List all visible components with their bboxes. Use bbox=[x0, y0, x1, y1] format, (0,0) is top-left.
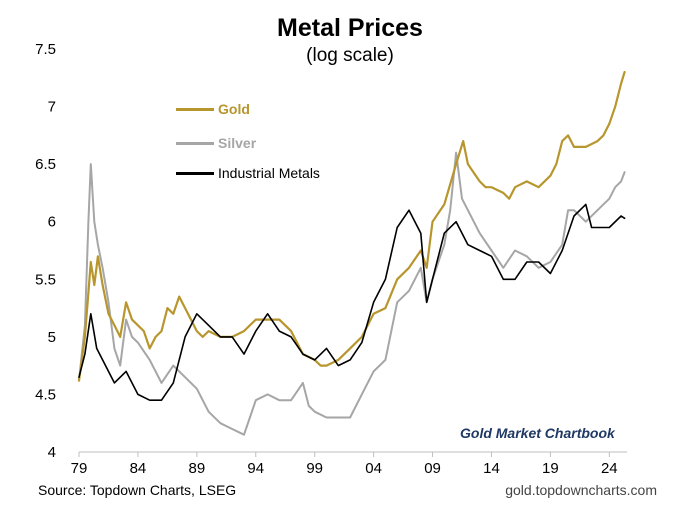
y-tick-label: 7.5 bbox=[35, 41, 56, 58]
x-tick-label: 99 bbox=[306, 460, 323, 477]
y-tick-label: 4 bbox=[48, 444, 56, 461]
source-note: Source: Topdown Charts, LSEG bbox=[38, 482, 237, 498]
x-tick-label: 04 bbox=[365, 460, 382, 477]
y-tick-label: 5 bbox=[48, 329, 56, 346]
x-tick-label: 94 bbox=[247, 460, 264, 477]
legend-swatch-gold bbox=[176, 107, 214, 111]
y-tick-label: 4.5 bbox=[35, 386, 56, 403]
y-tick-label: 6 bbox=[48, 214, 56, 231]
legend-swatch-silver bbox=[176, 141, 214, 145]
x-tick-label: 19 bbox=[542, 460, 559, 477]
x-tick-label: 79 bbox=[71, 460, 88, 477]
chart-subtitle: (log scale) bbox=[306, 45, 394, 66]
legend-swatch-industrial-metals bbox=[176, 171, 214, 175]
series-line-gold bbox=[77, 70, 626, 382]
legend-label-gold: Gold bbox=[218, 101, 250, 117]
legend-item-silver: Silver bbox=[176, 133, 256, 153]
legend-item-gold: Gold bbox=[176, 99, 250, 119]
x-tick-label: 89 bbox=[189, 460, 206, 477]
website-link[interactable]: gold.topdowncharts.com bbox=[505, 482, 657, 498]
x-axis-ticks: 79 84 89 94 99 04 09 14 19 24 bbox=[71, 452, 618, 477]
x-tick-label: 24 bbox=[601, 460, 618, 477]
x-tick-label: 14 bbox=[483, 460, 500, 477]
series-line-silver bbox=[78, 151, 626, 436]
legend-item-industrial-metals: Industrial Metals bbox=[176, 163, 320, 183]
chart-title: Metal Prices bbox=[277, 14, 423, 42]
legend-label-industrial-metals: Industrial Metals bbox=[218, 165, 320, 181]
x-tick-label: 09 bbox=[424, 460, 441, 477]
y-tick-label: 6.5 bbox=[35, 156, 56, 173]
y-axis-ticks: 4 4.5 5 5.5 6 6.5 7 7.5 bbox=[35, 41, 56, 461]
legend-label-silver: Silver bbox=[218, 135, 257, 151]
chartbook-watermark: Gold Market Chartbook bbox=[460, 425, 615, 441]
y-tick-label: 7 bbox=[48, 99, 56, 116]
x-tick-label: 84 bbox=[130, 460, 147, 477]
series-lines bbox=[77, 70, 626, 436]
y-tick-label: 5.5 bbox=[35, 271, 56, 288]
series-line-industrial-metals bbox=[78, 203, 626, 401]
